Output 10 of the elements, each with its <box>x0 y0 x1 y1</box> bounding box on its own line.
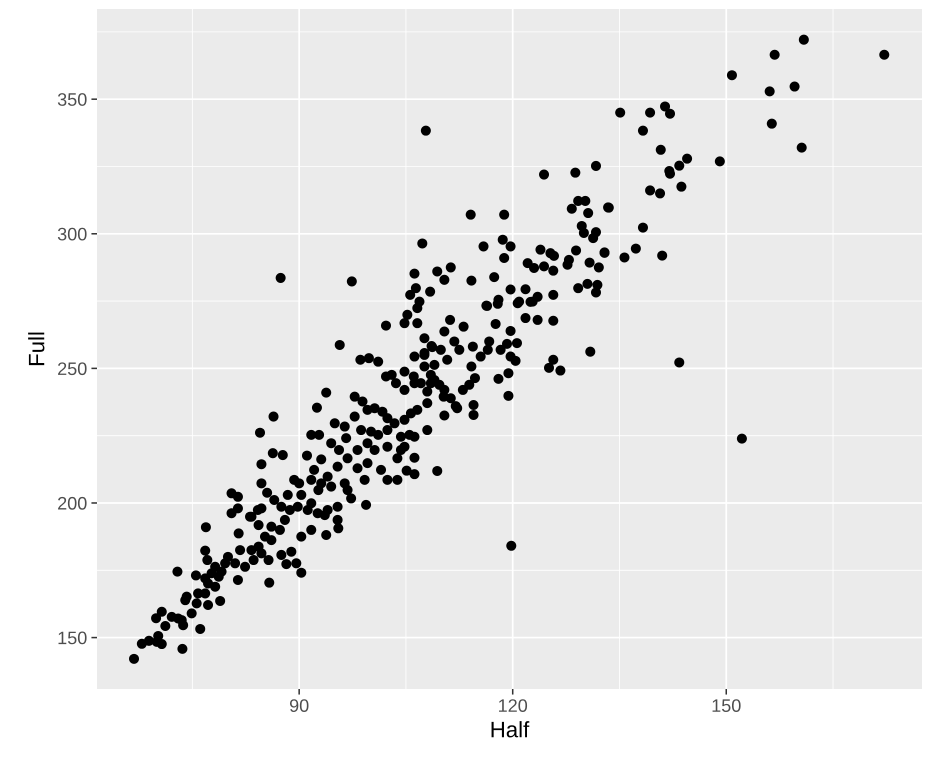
y-tick-label: 200 <box>58 496 87 510</box>
y-tick-label: 350 <box>58 93 87 106</box>
x-tick-label: 90 <box>290 699 308 712</box>
x-tick-label: 150 <box>712 699 741 712</box>
y-tick-label: 250 <box>58 362 87 376</box>
y-tick-label: 150 <box>58 632 87 644</box>
y-tick-label: 300 <box>58 228 87 240</box>
x-axis-title: Half <box>492 721 530 738</box>
y-axis-title: Full <box>28 332 44 366</box>
x-tick-label: 120 <box>499 699 528 712</box>
